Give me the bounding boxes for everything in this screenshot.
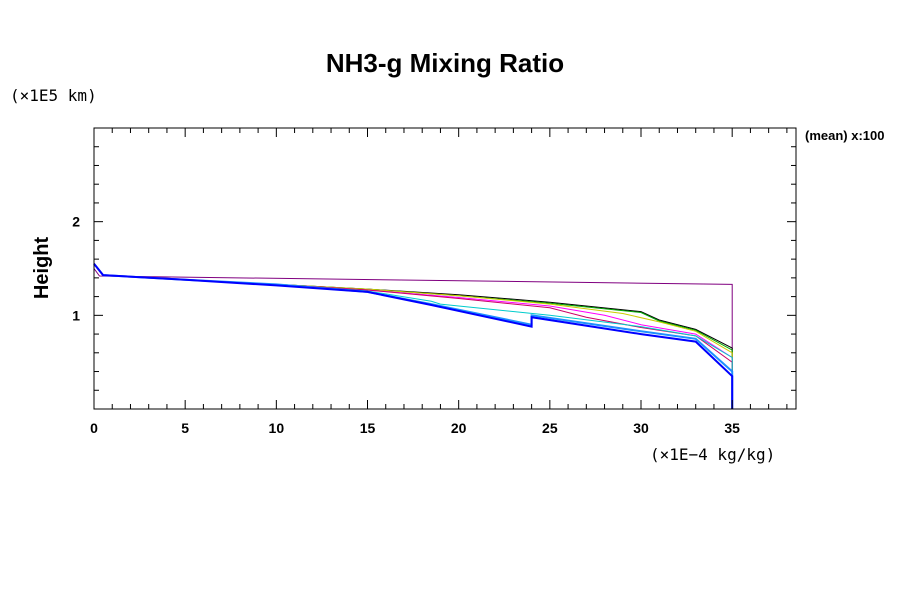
series-line-1	[93, 263, 733, 409]
chart-title: NH3-g Mixing Ratio	[326, 48, 564, 78]
series-line-3	[93, 263, 733, 409]
plot-frame	[93, 127, 797, 410]
series-line-6	[93, 263, 733, 409]
x-tick-label: 0	[90, 420, 98, 436]
x-tick-label: 25	[542, 420, 558, 436]
series-line-2	[93, 263, 733, 409]
x-tick-label: 30	[633, 420, 649, 436]
series-line-8	[93, 263, 734, 409]
y-unit-label: (×1E5 km)	[10, 86, 97, 105]
x-tick-label: 5	[181, 420, 189, 436]
x-tick-label: 35	[724, 420, 740, 436]
series-line-4	[93, 263, 733, 409]
side-label: (mean) x:100	[805, 128, 884, 143]
y-tick-label: 2	[72, 214, 80, 230]
axes-layer: 0 5 10 15 20 25 30 35 1 2	[72, 127, 797, 436]
series-layer	[93, 128, 734, 409]
series-line-7	[93, 263, 734, 409]
y-axis-label: Height	[31, 237, 53, 300]
series-line-5	[93, 263, 733, 409]
y-tick-label: 1	[72, 307, 80, 323]
x-unit-label: (×1E−4 kg/kg)	[650, 445, 775, 464]
x-tick-label: 10	[269, 420, 285, 436]
x-tick-label: 20	[451, 420, 467, 436]
series-line-0	[93, 128, 733, 409]
x-tick-label: 15	[360, 420, 376, 436]
